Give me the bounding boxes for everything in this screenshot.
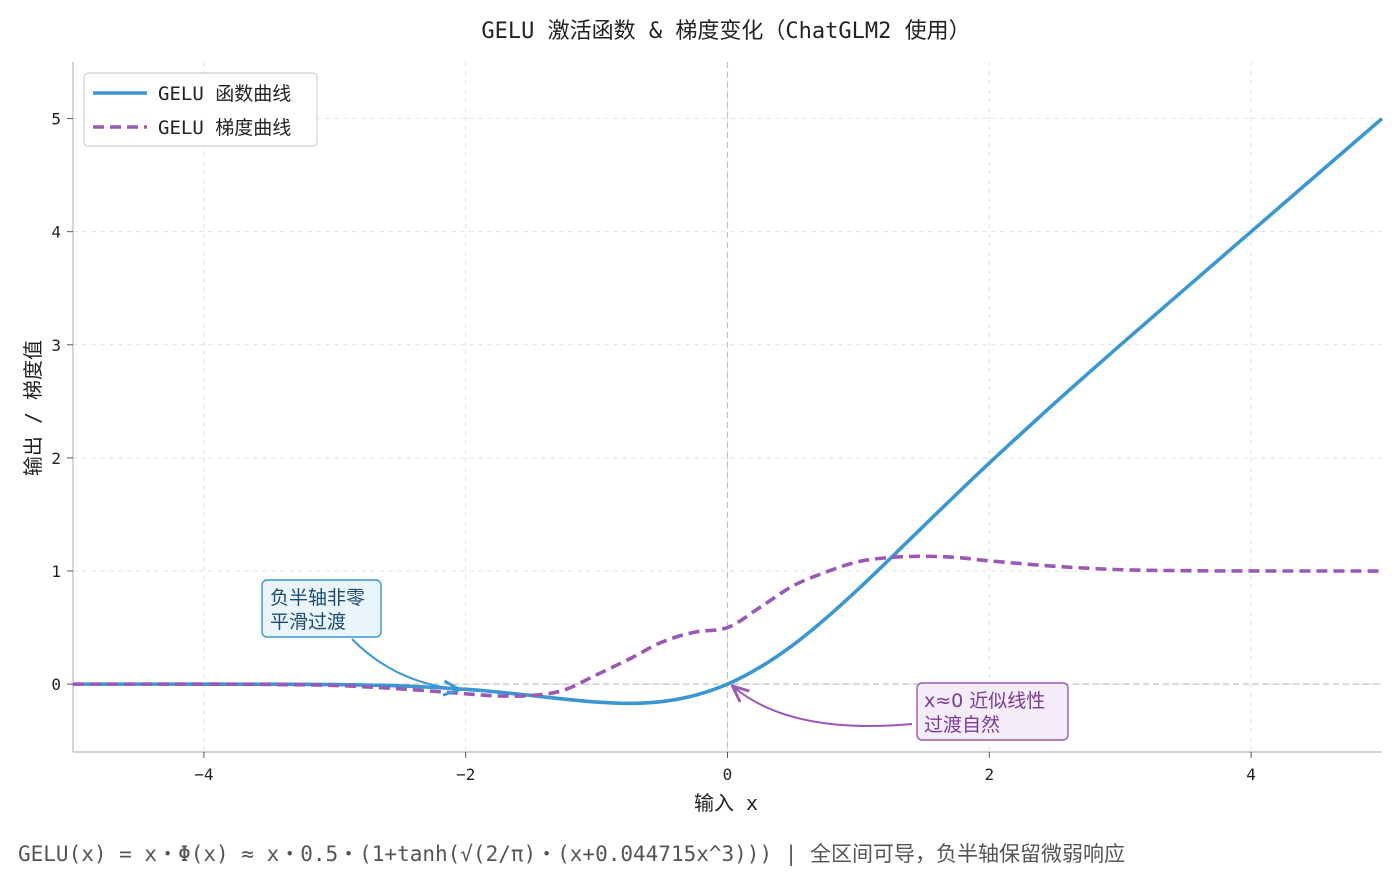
axes: −4 −2 0 2 4 0 1 2 3 4 5 [51,62,1382,784]
legend: GELU 函数曲线 GELU 梯度曲线 [83,72,318,147]
x-axis-label: 输入 x [694,791,758,815]
y-tick-label: 2 [51,449,61,468]
annotation-text: 过渡自然 [924,714,1000,736]
series-layer [72,117,1384,706]
x-tick-label: 4 [1246,765,1256,784]
annotation-text: 负半轴非零 [270,587,365,609]
y-tick-label: 0 [51,675,61,694]
annotation-text: x≈0 近似线性 [924,690,1045,712]
legend-label: GELU 函数曲线 [158,83,291,105]
y-tick-label: 3 [51,336,61,355]
x-tick-label: 0 [723,765,733,784]
annotation-text: 平滑过渡 [270,611,346,633]
annotation-box [916,682,1069,741]
x-tick-label: −4 [194,765,213,784]
formula-footer: GELU(x) = x・Φ(x) ≈ x・0.5・(1+tanh(√(2/π)・… [18,842,1125,867]
annotation-arrow [733,686,913,727]
gelu-gradient-line [72,554,1383,698]
annotation-arrow [351,638,460,690]
y-tick-label: 4 [51,223,61,242]
grid [73,62,1382,752]
x-tick-label: 2 [984,765,994,784]
y-tick-label: 1 [51,562,61,581]
gelu-function-line [72,117,1384,706]
chart-title: GELU 激活函数 & 梯度变化（ChatGLM2 使用） [481,19,970,44]
annotation-box [261,579,382,638]
x-tick-label: −2 [456,765,475,784]
y-tick-label: 5 [51,110,61,129]
legend-label: GELU 梯度曲线 [158,117,291,139]
y-axis-label: 输出 / 梯度值 [21,340,45,476]
